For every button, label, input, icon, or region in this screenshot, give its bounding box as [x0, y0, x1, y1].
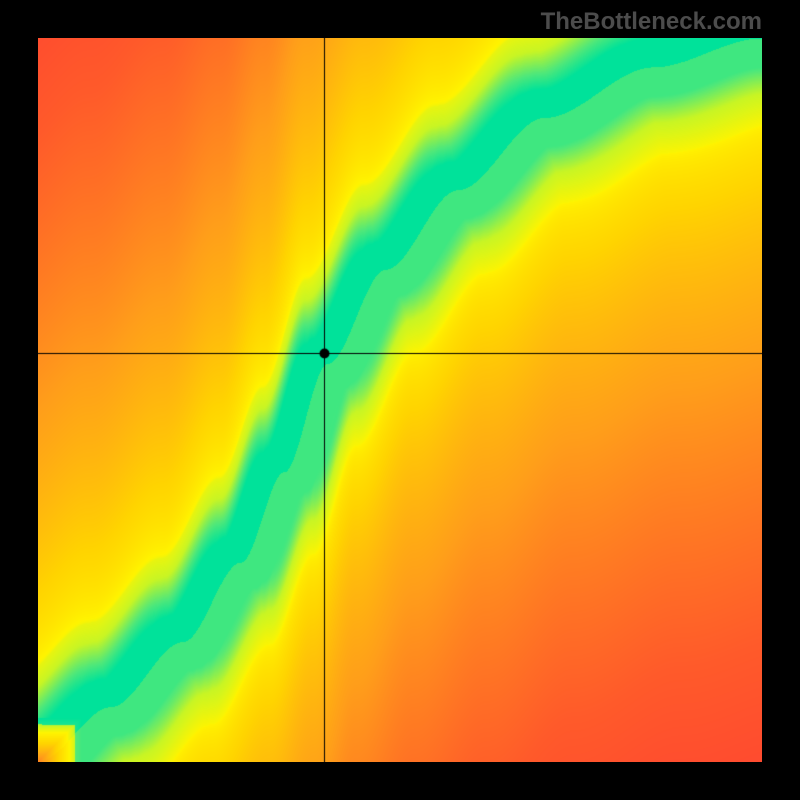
bottleneck-heatmap: [38, 38, 762, 762]
watermark-text: TheBottleneck.com: [541, 8, 762, 36]
chart-container: TheBottleneck.com: [0, 0, 800, 800]
